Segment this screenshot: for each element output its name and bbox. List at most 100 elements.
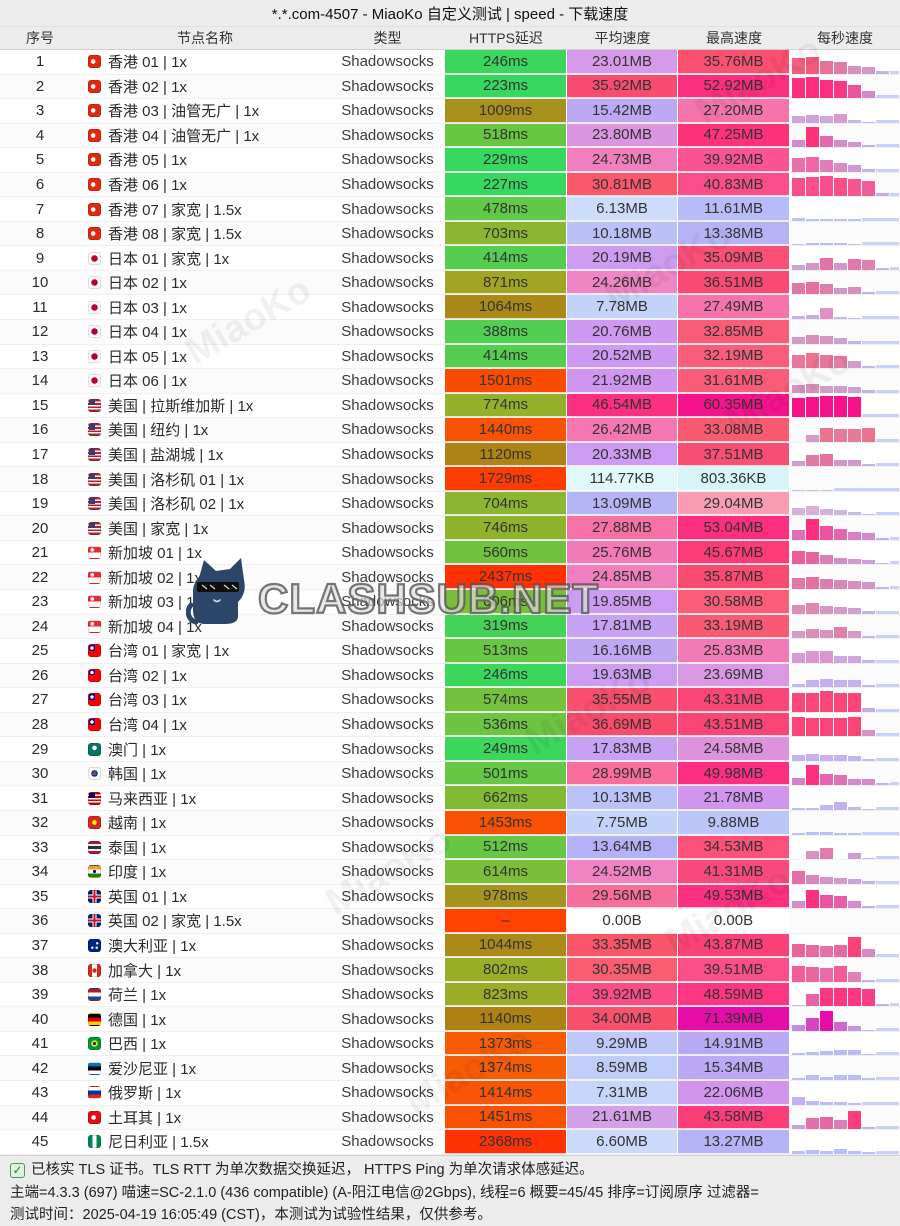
node-name-label: 新加坡 01 | 1x — [108, 545, 202, 563]
avg-speed-cell: 26.42MB — [567, 418, 678, 442]
node-name: 日本 02 | 1x — [80, 271, 330, 295]
node-name: 日本 06 | 1x — [80, 369, 330, 393]
node-name: 香港 06 | 1x — [80, 173, 330, 197]
node-type: Shadowsocks — [341, 617, 434, 635]
max-speed-cell: 11.61MB — [678, 197, 790, 221]
table-row: 22 新加坡 02 | 1x Shadowsocks 2437ms 24.85MB 35.… — [0, 565, 900, 591]
speed-sparkline — [790, 173, 900, 197]
node-type: Shadowsocks — [341, 249, 434, 267]
table-row: 39 荷兰 | 1x Shadowsocks 823ms 39.92MB 48.59MB — [0, 982, 900, 1008]
footer: ✓ 已核实 TLS 证书。TLS RTT 为单次数据交换延迟， HTTPS Pi… — [0, 1155, 900, 1226]
node-type: Shadowsocks — [341, 446, 434, 464]
node-name: 香港 05 | 1x — [80, 148, 330, 172]
max-speed-cell: 40.83MB — [678, 172, 790, 197]
node-name: 香港 03 | 油管无广 | 1x — [80, 99, 330, 123]
row-index: 13 — [31, 347, 49, 365]
speed-sparkline — [790, 565, 900, 590]
table-row: 11 日本 03 | 1x Shadowsocks 1064ms 7.78MB 27.49… — [0, 295, 900, 321]
node-name-label: 德国 | 1x — [108, 1011, 167, 1029]
table-row: 6 香港 06 | 1x Shadowsocks 227ms 30.81MB 40.83M… — [0, 172, 900, 198]
row-index: 2 — [35, 77, 45, 95]
https-latency-cell: 1729ms — [445, 467, 567, 491]
node-type: Shadowsocks — [341, 396, 434, 414]
speed-sparkline — [790, 1032, 900, 1056]
max-speed-cell: 27.20MB — [678, 99, 790, 123]
node-name: 德国 | 1x — [80, 1007, 330, 1031]
node-name-label: 美国 | 拉斯维加斯 | 1x — [108, 397, 254, 415]
flag-tr-icon — [88, 1110, 101, 1124]
node-name: 新加坡 02 | 1x — [80, 565, 330, 589]
avg-speed-cell: 6.13MB — [567, 197, 678, 221]
avg-speed-cell: 17.83MB — [567, 737, 678, 761]
table-header: 序号 节点名称 类型 HTTPS延迟 平均速度 最高速度 每秒速度 — [0, 27, 900, 50]
table-row: 10 日本 02 | 1x Shadowsocks 871ms 24.26MB 36.51… — [0, 270, 900, 296]
node-name: 日本 03 | 1x — [80, 295, 330, 319]
flag-in-icon — [88, 865, 101, 879]
speed-sparkline — [790, 885, 900, 909]
node-name-label: 加拿大 | 1x — [108, 962, 182, 980]
https-latency-cell: 703ms — [445, 221, 567, 246]
https-latency-cell: 388ms — [445, 320, 567, 344]
row-index: 45 — [31, 1133, 49, 1151]
node-name: 新加坡 01 | 1x — [80, 541, 330, 565]
avg-speed-cell: 114.77KB — [567, 467, 678, 491]
node-name: 新加坡 03 | 1x — [80, 590, 330, 614]
speed-sparkline — [790, 639, 900, 663]
max-speed-cell: 36.51MB — [678, 270, 790, 295]
node-type: Shadowsocks — [341, 740, 434, 758]
node-name: 尼日利亚 | 1.5x — [80, 1130, 330, 1154]
node-name-label: 香港 07 | 家宽 | 1.5x — [108, 201, 242, 219]
https-latency-cell: 1453ms — [445, 810, 567, 835]
max-speed-cell: 22.06MB — [678, 1080, 790, 1105]
speed-sparkline — [790, 1130, 900, 1154]
node-type: Shadowsocks — [341, 225, 434, 243]
flag-hk-icon — [88, 128, 101, 142]
node-type: Shadowsocks — [341, 986, 434, 1004]
row-index: 41 — [31, 1035, 49, 1053]
node-name-label: 香港 04 | 油管无广 | 1x — [108, 127, 260, 145]
table-row: 43 俄罗斯 | 1x Shadowsocks 1414ms 7.31MB 22.06MB — [0, 1080, 900, 1106]
flag-tw-icon — [88, 718, 101, 732]
row-index: 37 — [31, 936, 49, 954]
flag-ng-icon — [88, 1135, 101, 1149]
https-latency-cell: 414ms — [445, 246, 567, 270]
speed-sparkline — [790, 148, 900, 172]
https-latency-cell: 871ms — [445, 270, 567, 295]
flag-tw-icon — [88, 644, 101, 658]
table-row: 7 香港 07 | 家宽 | 1.5x Shadowsocks 478ms 6.13MB… — [0, 197, 900, 222]
avg-speed-cell: 27.88MB — [567, 516, 678, 540]
row-index: 21 — [31, 544, 49, 562]
https-latency-cell: 536ms — [445, 712, 567, 737]
node-type: Shadowsocks — [341, 642, 434, 660]
https-latency-cell: 229ms — [445, 148, 567, 172]
node-name: 日本 01 | 家宽 | 1x — [80, 246, 330, 270]
node-type: Shadowsocks — [341, 1108, 434, 1126]
table-row: 24 新加坡 04 | 1x Shadowsocks 319ms 17.81MB 33.1… — [0, 614, 900, 640]
avg-speed-cell: 13.64MB — [567, 835, 678, 860]
flag-sg-icon — [88, 595, 101, 609]
row-index: 19 — [31, 495, 49, 513]
node-name-label: 越南 | 1x — [108, 815, 167, 833]
col-header-index: 序号 — [26, 30, 54, 46]
https-latency-cell: 1451ms — [445, 1105, 567, 1130]
max-speed-cell: 31.61MB — [678, 369, 790, 393]
node-type: Shadowsocks — [341, 151, 434, 169]
max-speed-cell: 35.09MB — [678, 246, 790, 270]
node-name-label: 美国 | 纽约 | 1x — [108, 422, 209, 440]
node-name-label: 荷兰 | 1x — [108, 987, 167, 1005]
speed-sparkline — [790, 443, 900, 467]
col-header-node-name: 节点名称 — [177, 30, 233, 46]
node-name: 加拿大 | 1x — [80, 958, 330, 982]
node-type: Shadowsocks — [341, 470, 434, 488]
node-name-label: 香港 01 | 1x — [108, 54, 187, 72]
max-speed-cell: 71.39MB — [678, 1007, 790, 1031]
flag-hk-icon — [88, 227, 101, 241]
table-row: 27 台湾 03 | 1x Shadowsocks 574ms 35.55MB 43.31… — [0, 688, 900, 713]
speed-sparkline — [790, 75, 900, 99]
title-bar: *.*.com-4507 - MiaoKo 自定义测试 | speed - 下载… — [0, 0, 900, 27]
flag-us-icon — [88, 448, 101, 462]
node-type: Shadowsocks — [341, 666, 434, 684]
node-type: Shadowsocks — [341, 372, 434, 390]
avg-speed-cell: 8.59MB — [567, 1056, 678, 1080]
row-index: 33 — [31, 838, 49, 856]
